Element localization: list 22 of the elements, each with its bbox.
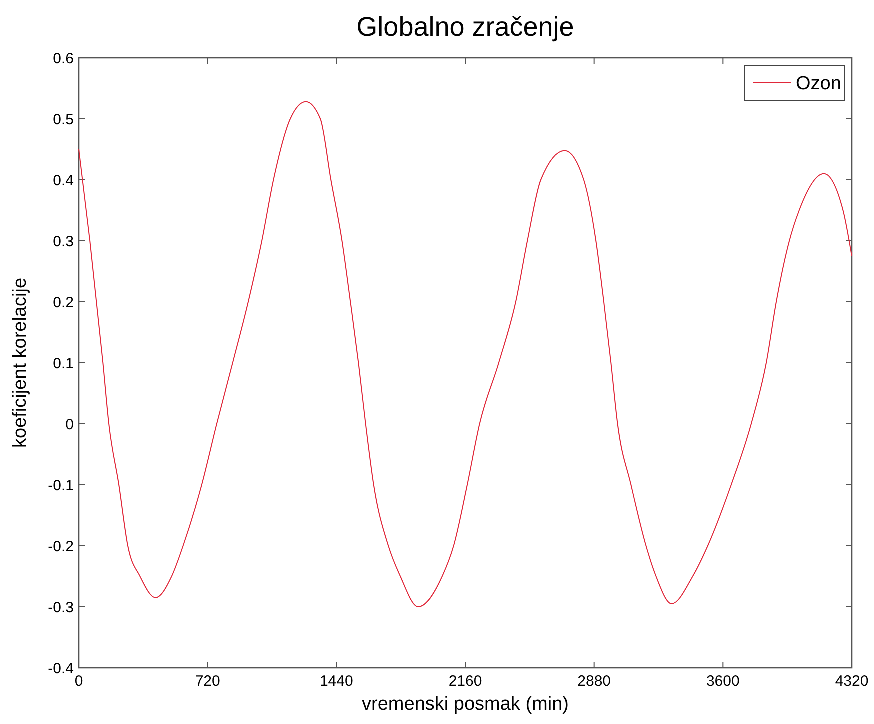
y-tick-label: -0.3 xyxy=(48,599,74,616)
x-tick-label: 2160 xyxy=(448,673,482,690)
x-tick-label: 1440 xyxy=(320,673,354,690)
chart-title: Globalno zračenje xyxy=(356,12,574,42)
y-tick-label: 0.1 xyxy=(53,355,74,372)
y-tick-label: 0 xyxy=(66,416,74,434)
y-tick-label: 0.2 xyxy=(53,294,74,312)
line-series xyxy=(78,101,852,608)
y-tick-label: -0.1 xyxy=(48,477,74,494)
y-tick-label: -0.2 xyxy=(48,538,74,556)
y-axis-title: koeficijent korelacije xyxy=(10,278,31,448)
y-tick-label: -0.4 xyxy=(48,660,74,678)
x-axis-title: vremenski posmak (min) xyxy=(362,694,569,715)
y-tick-label: 0.4 xyxy=(53,172,74,190)
x-tick-label: 2880 xyxy=(578,673,612,690)
x-tick-label: 720 xyxy=(195,673,220,690)
x-tick-label: 3600 xyxy=(706,673,740,690)
y-tick-label: 0.3 xyxy=(53,233,74,250)
x-tick-label: 4320 xyxy=(835,673,869,690)
y-tick-label: 0.6 xyxy=(53,50,74,68)
y-tick-label: 0.5 xyxy=(53,111,74,128)
legend-label: Ozon xyxy=(796,74,842,95)
